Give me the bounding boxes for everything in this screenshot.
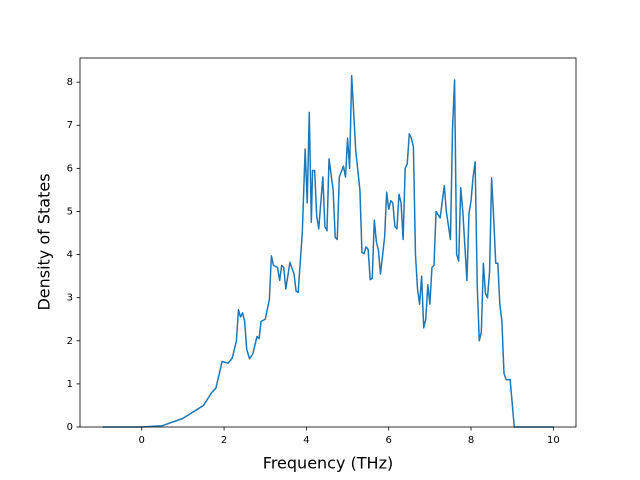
x-tick-label: 2	[221, 435, 227, 446]
y-tick-label: 4	[67, 250, 73, 261]
x-tick-label: 6	[386, 435, 392, 446]
line-series	[102, 74, 554, 428]
y-tick-label: 3	[67, 293, 73, 304]
x-tick-label: 4	[303, 435, 309, 446]
y-axis-label: Density of States	[35, 173, 54, 310]
y-tick-label: 7	[67, 120, 73, 131]
plot-frame	[79, 57, 577, 428]
y-tick-label: 2	[67, 336, 73, 347]
x-tick-label: 8	[468, 435, 474, 446]
y-tick-label: 5	[67, 206, 73, 217]
y-tick-label: 6	[67, 163, 73, 174]
y-tick-label: 0	[67, 422, 73, 433]
x-tick-label: 0	[139, 435, 145, 446]
y-tick-label: 1	[67, 379, 73, 390]
x-axis-label: Frequency (THz)	[263, 454, 393, 473]
x-tick-label: 10	[547, 435, 560, 446]
y-tick-label: 8	[67, 77, 73, 88]
